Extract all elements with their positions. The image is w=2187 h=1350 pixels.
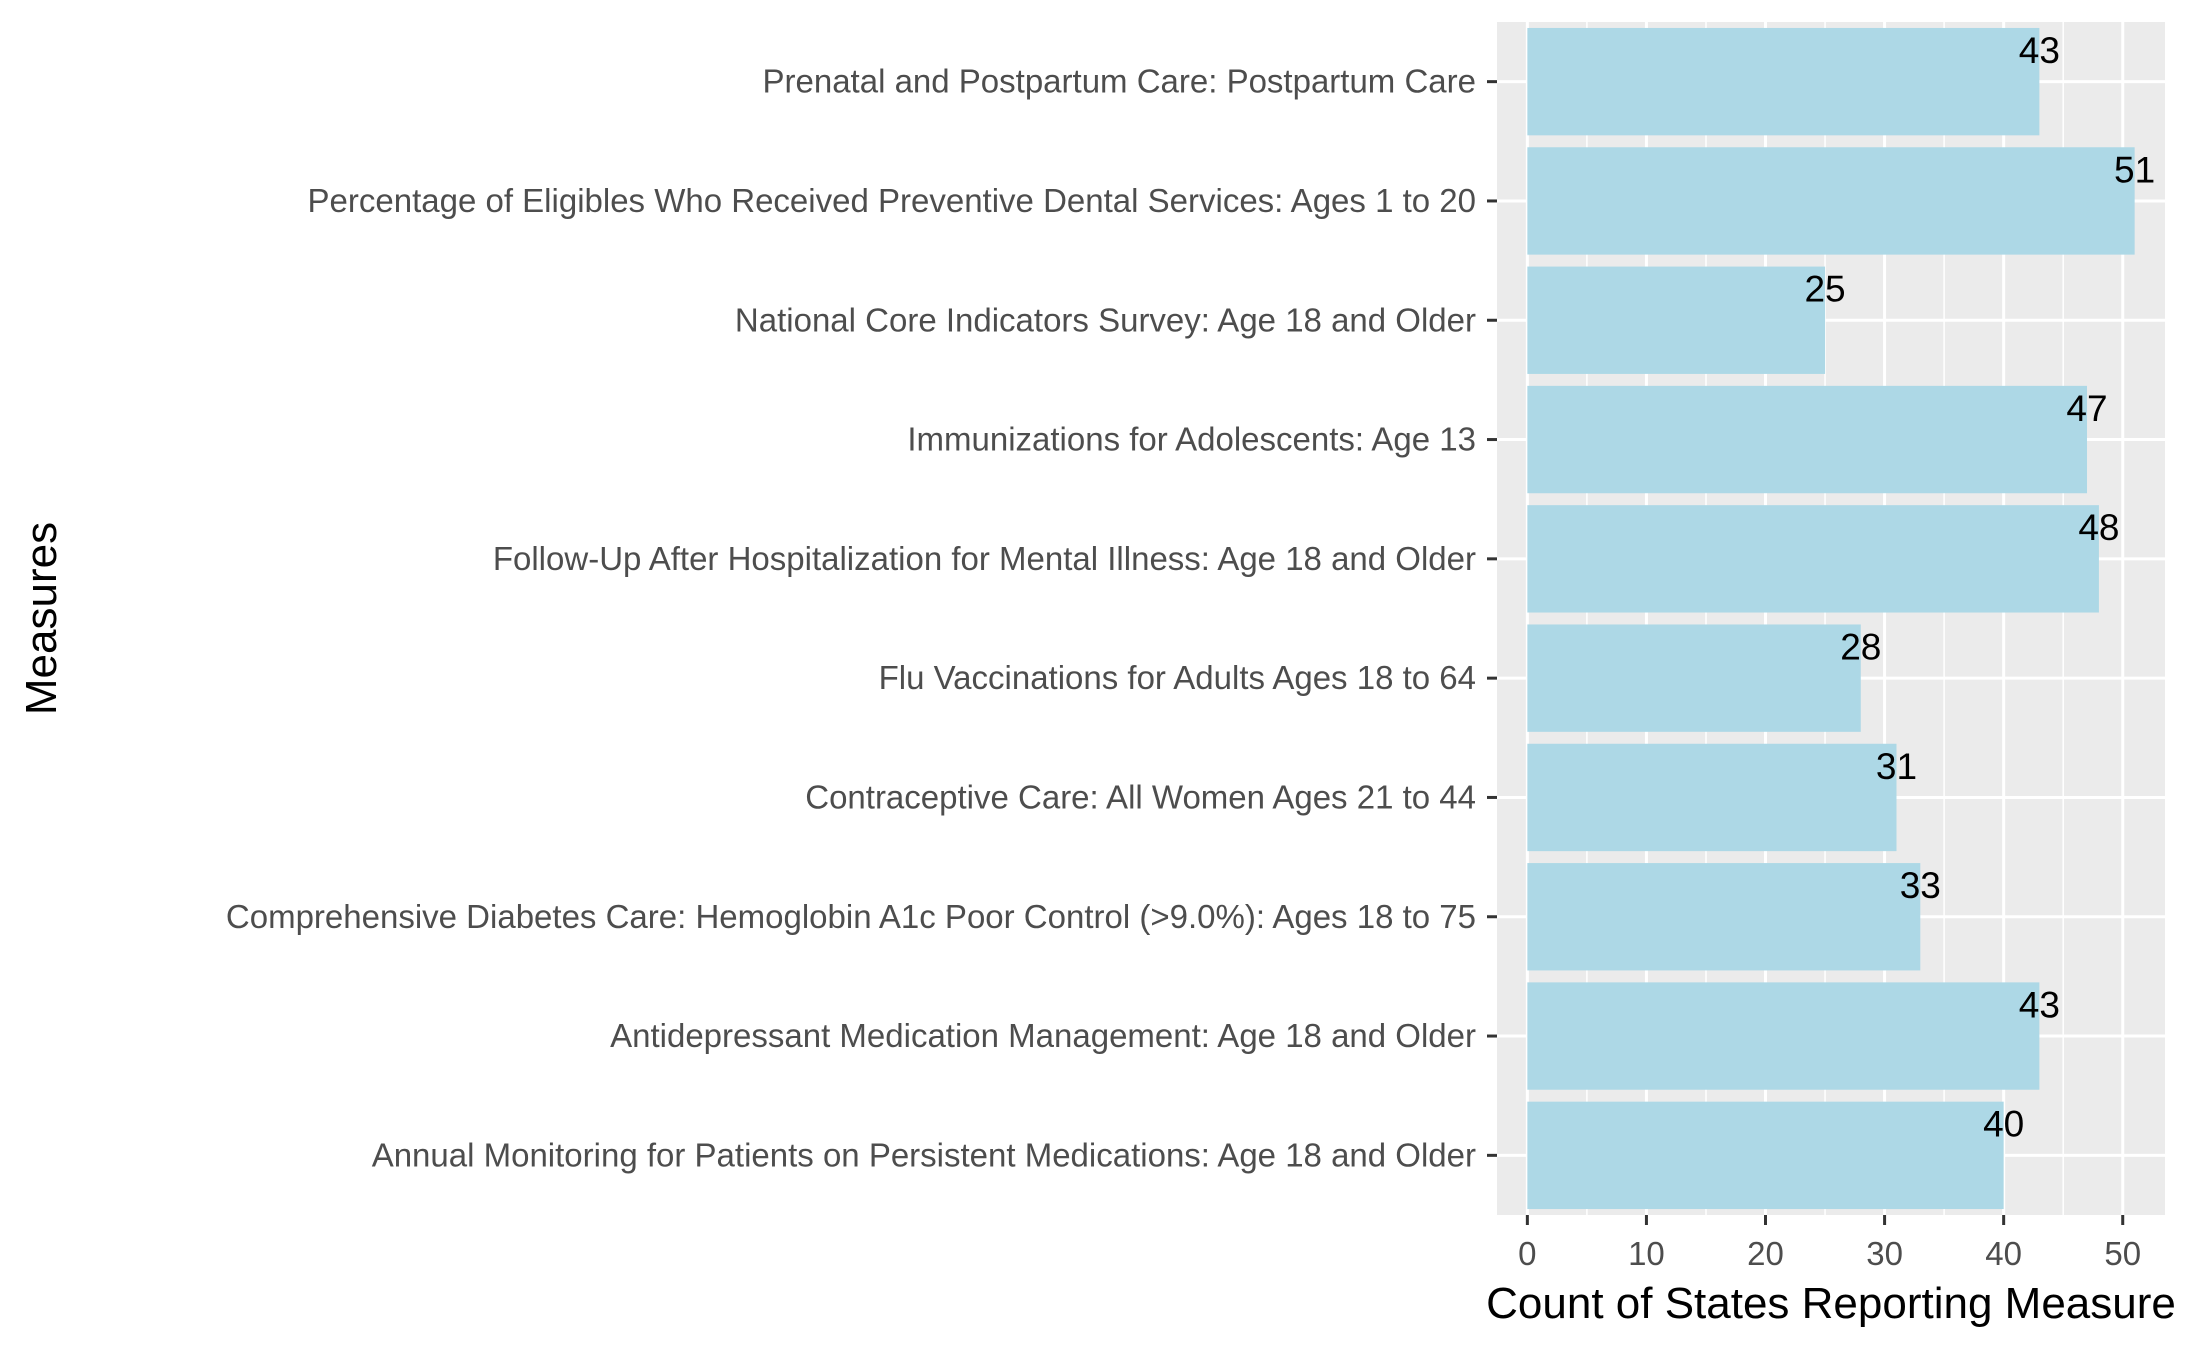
data-labels: 40 43 33 31 28 48 47 25 51 43 — [1804, 30, 2155, 1145]
category-label: National Core Indicators Survey: Age 18 … — [735, 301, 1476, 338]
data-label: 51 — [2114, 149, 2155, 190]
bar — [1527, 1101, 2004, 1210]
data-label: 48 — [2078, 507, 2119, 548]
data-label: 33 — [1900, 865, 1941, 906]
data-label: 40 — [1983, 1104, 2024, 1145]
category-label: Comprehensive Diabetes Care: Hemoglobin … — [226, 898, 1476, 935]
data-label: 25 — [1804, 269, 1845, 310]
x-axis: 0 10 20 30 40 50 — [1518, 1215, 2141, 1272]
bar — [1527, 624, 1861, 732]
category-label: Follow-Up After Hospitalization for Ment… — [493, 540, 1476, 577]
data-label: 28 — [1840, 626, 1881, 667]
x-axis-title: Count of States Reporting Measure — [1486, 1279, 2176, 1328]
data-label: 43 — [2019, 30, 2060, 71]
y-axis: Annual Monitoring for Patients on Persis… — [226, 63, 1497, 1173]
bar — [1527, 27, 2040, 136]
bar — [1527, 863, 1921, 971]
bars — [1527, 27, 2135, 1210]
x-tick-label: 40 — [1985, 1235, 2022, 1272]
x-tick-label: 20 — [1747, 1235, 1784, 1272]
category-label: Contraceptive Care: All Women Ages 21 to… — [805, 778, 1476, 815]
y-axis-title: Measures — [17, 522, 66, 715]
data-label: 47 — [2066, 388, 2107, 429]
bar — [1527, 147, 2135, 255]
category-label: Annual Monitoring for Patients on Persis… — [372, 1136, 1476, 1173]
bar — [1527, 385, 2088, 494]
bar — [1527, 982, 2040, 1090]
x-tick-label: 50 — [2104, 1235, 2141, 1272]
category-label: Prenatal and Postpartum Care: Postpartum… — [762, 63, 1476, 100]
x-tick-label: 10 — [1628, 1235, 1665, 1272]
category-label: Percentage of Eligibles Who Received Pre… — [308, 182, 1476, 219]
category-label: Flu Vaccinations for Adults Ages 18 to 6… — [879, 659, 1476, 696]
category-label: Immunizations for Adolescents: Age 13 — [907, 421, 1476, 458]
data-label: 43 — [2019, 984, 2060, 1025]
bar — [1527, 743, 1897, 852]
x-tick-label: 0 — [1518, 1235, 1536, 1272]
category-label: Antidepressant Medication Management: Ag… — [610, 1017, 1476, 1054]
data-label: 31 — [1876, 746, 1917, 787]
bar — [1527, 266, 1826, 374]
bar — [1527, 505, 2099, 613]
x-tick-label: 30 — [1866, 1235, 1903, 1272]
